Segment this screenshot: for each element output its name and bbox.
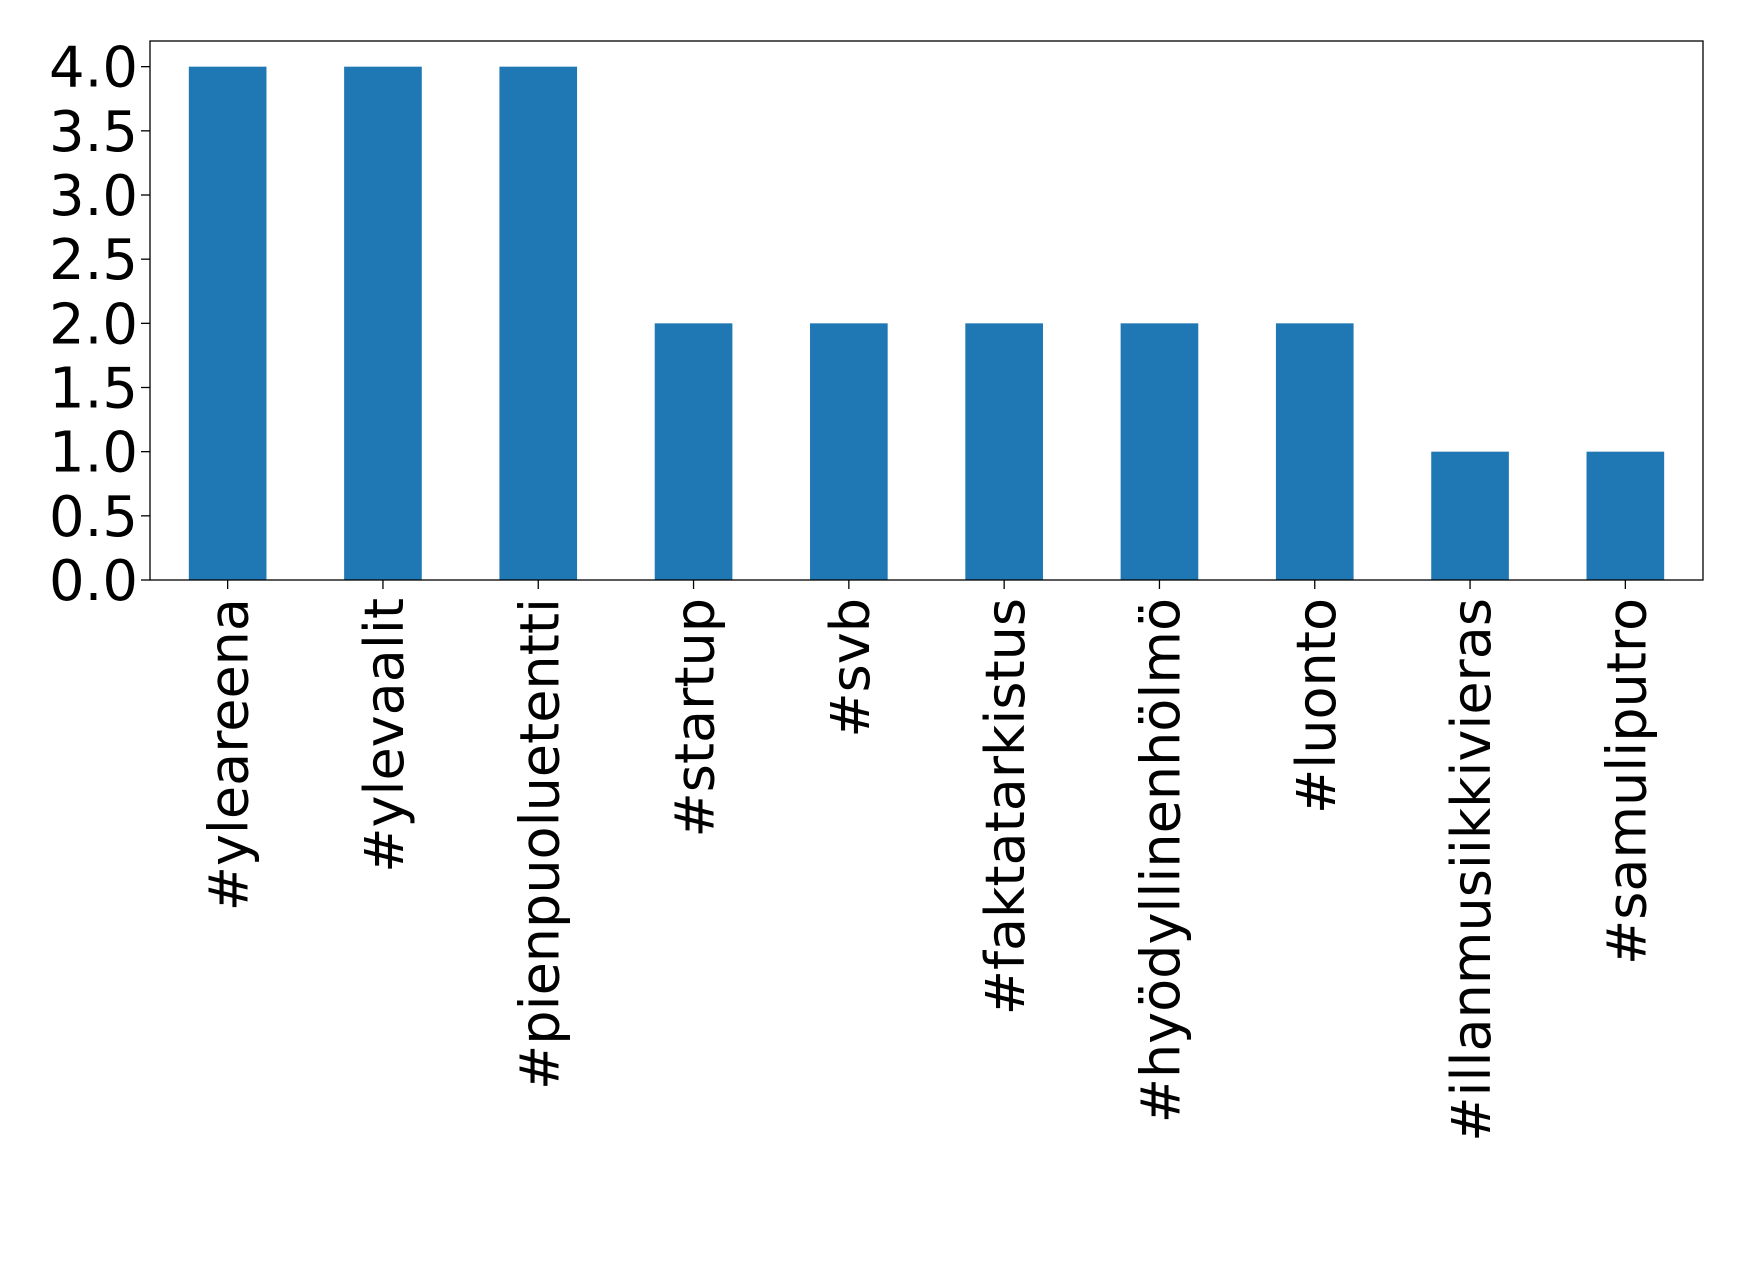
bar-9 <box>1431 451 1509 580</box>
plot-frame <box>149 40 1704 581</box>
y-tick-label: 2.5 <box>49 228 138 293</box>
bar-8 <box>1275 323 1354 580</box>
bar-3 <box>499 66 578 580</box>
bar-2 <box>344 66 422 580</box>
bars-layer <box>188 66 1665 580</box>
x-tick-label: #illanmusiikkivieras <box>1440 598 1503 1142</box>
y-tick-label: 0.5 <box>49 485 138 550</box>
x-axis: #yleareena #ylevaalit #pienpuoluetentti #st… <box>198 580 1658 1142</box>
x-tick-label: #ylevaalit <box>353 598 416 873</box>
y-tick-label: 2.0 <box>49 292 138 357</box>
bar-1 <box>188 66 267 580</box>
y-axis: 0.00.51.01.52.02.53.03.54.0 <box>49 36 150 614</box>
x-tick-label: #startup <box>664 598 727 838</box>
y-tick-label: 1.5 <box>49 357 138 422</box>
y-tick-label: 1.0 <box>49 421 138 486</box>
x-tick-label: #yleareena <box>198 598 261 911</box>
y-tick-label: 3.0 <box>49 164 138 229</box>
x-tick-label: #faktatarkistus <box>974 598 1037 1015</box>
bar-4 <box>654 323 733 580</box>
x-tick-label: #svb <box>819 598 882 738</box>
y-tick-label: 3.5 <box>49 100 138 165</box>
bar-10 <box>1586 451 1665 580</box>
x-tick-label: #luonto <box>1285 598 1348 814</box>
y-tick-label: 0.0 <box>49 549 138 614</box>
bar-7 <box>1120 323 1199 580</box>
y-tick-label: 4.0 <box>49 36 138 101</box>
bar-6 <box>965 323 1043 580</box>
x-tick-label: #samuliputro <box>1595 598 1658 965</box>
bar-5 <box>810 323 888 580</box>
x-tick-label: #pienpuoluetentti <box>508 598 571 1090</box>
x-tick-label: #hyödyllinenhölmö <box>1129 598 1192 1123</box>
